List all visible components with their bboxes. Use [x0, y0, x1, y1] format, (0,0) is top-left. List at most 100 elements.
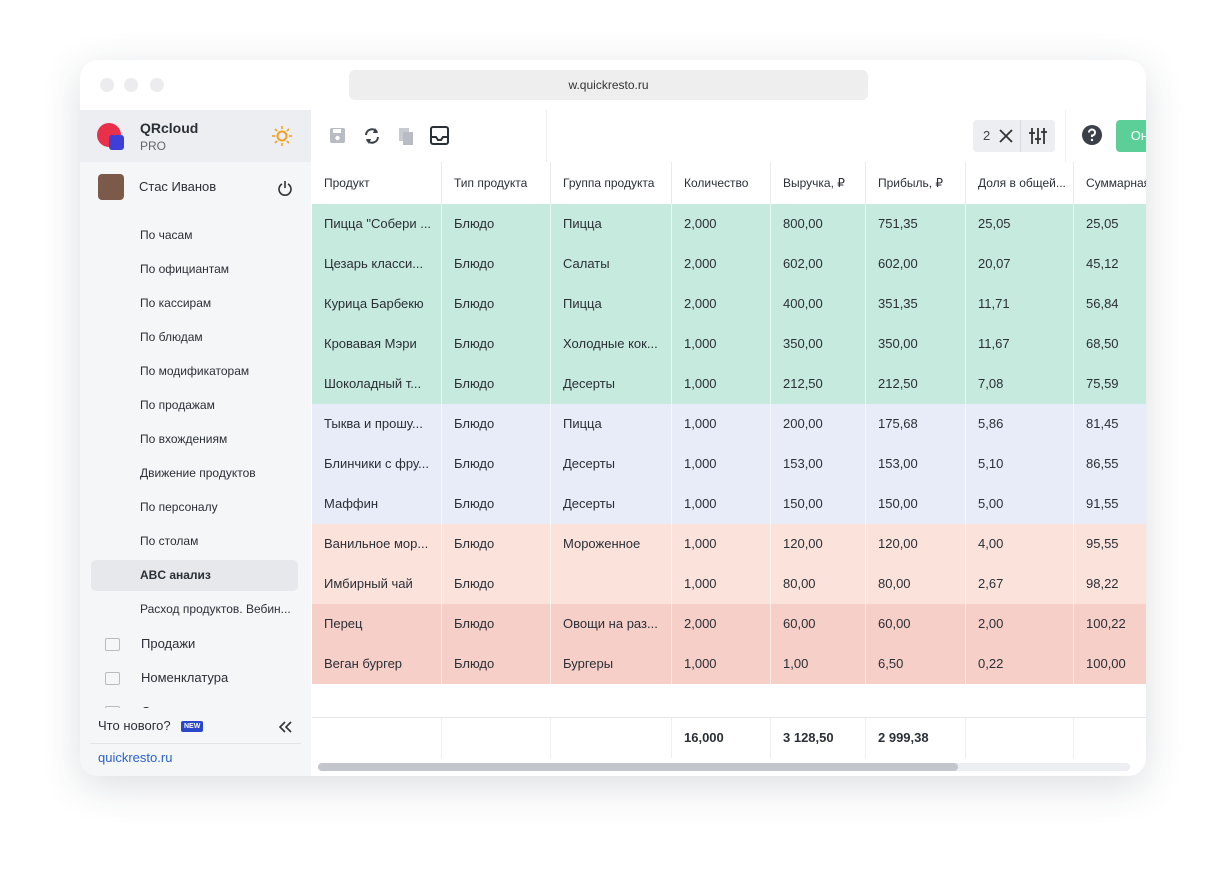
table-cell: Пицца [551, 284, 672, 324]
table-cell: Овощи на раз... [551, 604, 672, 644]
table-cell: Перец [312, 604, 442, 644]
table-cell: 4,00 [966, 524, 1074, 564]
user-name[interactable]: Стас Иванов [139, 179, 217, 194]
refresh-button[interactable] [362, 126, 382, 146]
table-row[interactable]: Курица Барбекю Блюдо Пицца 2,000 400,00 351,3… [312, 284, 1146, 325]
table-cell: 150,00 [771, 484, 866, 524]
table-cell: Пицца [551, 204, 672, 244]
column-header[interactable]: Продукт [312, 162, 442, 204]
table-cell: Маффин [312, 484, 442, 524]
user-avatar [98, 174, 124, 200]
brand-plan: PRO [140, 139, 167, 153]
table-row[interactable]: Имбирный чай Блюдо 1,000 80,00 80,00 2,67 98,2… [312, 564, 1146, 605]
menu-item[interactable]: Расход продуктов. Вебин... [140, 602, 291, 616]
save-button[interactable] [328, 126, 348, 146]
menu-item[interactable]: По столам [140, 534, 199, 548]
table-cell: 5,86 [966, 404, 1074, 444]
column-header[interactable]: Выручка, ₽ [771, 162, 866, 204]
table-cell: 25,05 [966, 204, 1074, 244]
table-row[interactable]: Ванильное мор... Блюдо Мороженное 1,000 120,… [312, 524, 1146, 565]
table-row[interactable]: Шоколадный т... Блюдо Десерты 1,000 212,50 21… [312, 364, 1146, 405]
table-cell: 86,55 [1074, 444, 1146, 484]
sidebar: QRcloud PRO Стас Иванов По часам По офици… [80, 110, 311, 776]
table-cell: Блюдо [442, 364, 551, 404]
menu-item[interactable]: По официантам [140, 262, 230, 276]
table-cell: 150,00 [866, 484, 966, 524]
menu-item[interactable]: По продажам [140, 398, 215, 412]
column-header[interactable]: Группа продукта [551, 162, 672, 204]
filter-settings[interactable] [1029, 127, 1047, 145]
menu-item[interactable]: Движение продуктов [140, 466, 256, 480]
theme-toggle[interactable] [272, 126, 292, 146]
brand-name: QRcloud [140, 120, 199, 136]
table-cell: 800,00 [771, 204, 866, 244]
collapse-sidebar[interactable] [279, 721, 293, 733]
table-cell: 1,000 [672, 444, 771, 484]
table-cell: Блюдо [442, 284, 551, 324]
section-item[interactable]: Номенклатура [141, 670, 229, 685]
column-header[interactable]: Суммарная [1074, 162, 1146, 204]
menu-active-bg [91, 560, 298, 591]
table-cell: 350,00 [866, 324, 966, 364]
brand-block: QRcloud PRO [80, 110, 311, 162]
totals-cell [1074, 718, 1146, 758]
totals-cell [442, 718, 551, 758]
column-header[interactable]: Прибыль, ₽ [866, 162, 966, 204]
whats-new[interactable]: Что нового? [98, 718, 171, 733]
menu-item[interactable]: По часам [140, 228, 193, 242]
table-cell: Блюдо [442, 444, 551, 484]
table-row[interactable]: Маффин Блюдо Десерты 1,000 150,00 150,00 5,00 9… [312, 484, 1146, 525]
table-cell: 0,22 [966, 644, 1074, 684]
column-header[interactable]: Количество [672, 162, 771, 204]
column-header[interactable]: Доля в общей... [966, 162, 1074, 204]
menu-item[interactable]: По модификаторам [140, 364, 250, 378]
address-bar[interactable]: w.quickresto.ru [349, 70, 868, 100]
table-row[interactable]: Цезарь класси... Блюдо Салаты 2,000 602,00 60… [312, 244, 1146, 285]
table-row[interactable]: Перец Блюдо Овощи на раз... 2,000 60,00 60,00… [312, 604, 1146, 645]
table-cell: 153,00 [771, 444, 866, 484]
table-cell: 2,000 [672, 244, 771, 284]
footer-link[interactable]: quickresto.ru [98, 750, 173, 765]
menu-item[interactable]: По персоналу [140, 500, 218, 514]
clear-filter[interactable] [999, 129, 1013, 143]
scroll-thumb[interactable] [318, 763, 958, 771]
table-row[interactable]: Веган бургер Блюдо Бургеры 1,000 1,00 6,50 0,2… [312, 644, 1146, 685]
table-cell: 81,45 [1074, 404, 1146, 444]
table-cell: 1,000 [672, 324, 771, 364]
table-row[interactable]: Кровавая Мэри Блюдо Холодные кок... 1,000 35… [312, 324, 1146, 365]
menu-item[interactable]: По вхождениям [140, 432, 228, 446]
table-row[interactable]: Блинчики с фру... Блюдо Десерты 1,000 153,00… [312, 444, 1146, 485]
menu-item[interactable]: ABC анализ [140, 568, 211, 582]
menu-item[interactable]: По кассирам [140, 296, 212, 310]
table-cell: Десерты [551, 484, 672, 524]
logout-button[interactable] [277, 180, 293, 196]
table-row[interactable]: Тыква и прошу... Блюдо Пицца 1,000 200,00 175… [312, 404, 1146, 445]
table-cell [551, 564, 672, 604]
totals-cell: 2 999,38 [866, 718, 966, 758]
chat-button[interactable]: Онлайн-чат [1116, 120, 1146, 152]
menu-item[interactable]: По блюдам [140, 330, 203, 344]
table-cell: 6,50 [866, 644, 966, 684]
table-row[interactable]: Пицца "Собери ... Блюдо Пицца 2,000 800,00 75… [312, 204, 1146, 245]
table-cell: 2,00 [966, 604, 1074, 644]
filter-box[interactable]: 2 [973, 120, 1055, 152]
table-cell: 45,12 [1074, 244, 1146, 284]
help-button[interactable] [1082, 125, 1102, 145]
table-cell: 75,59 [1074, 364, 1146, 404]
table-cell: 120,00 [771, 524, 866, 564]
copy-button[interactable] [396, 126, 416, 146]
table-cell: 120,00 [866, 524, 966, 564]
column-header[interactable]: Тип продукта [442, 162, 551, 204]
table-cell: Цезарь класси... [312, 244, 442, 284]
table-cell: Блюдо [442, 404, 551, 444]
table-cell: Веган бургер [312, 644, 442, 684]
data-table: Продукт Тип продукта Группа продукта Количе… [312, 162, 1146, 776]
table-cell: Блюдо [442, 204, 551, 244]
table-cell: 1,00 [771, 644, 866, 684]
inbox-button[interactable] [429, 125, 451, 147]
table-cell: 68,50 [1074, 324, 1146, 364]
table-cell: 2,67 [966, 564, 1074, 604]
section-item[interactable]: Продажи [141, 636, 196, 651]
section-icon [105, 638, 120, 651]
